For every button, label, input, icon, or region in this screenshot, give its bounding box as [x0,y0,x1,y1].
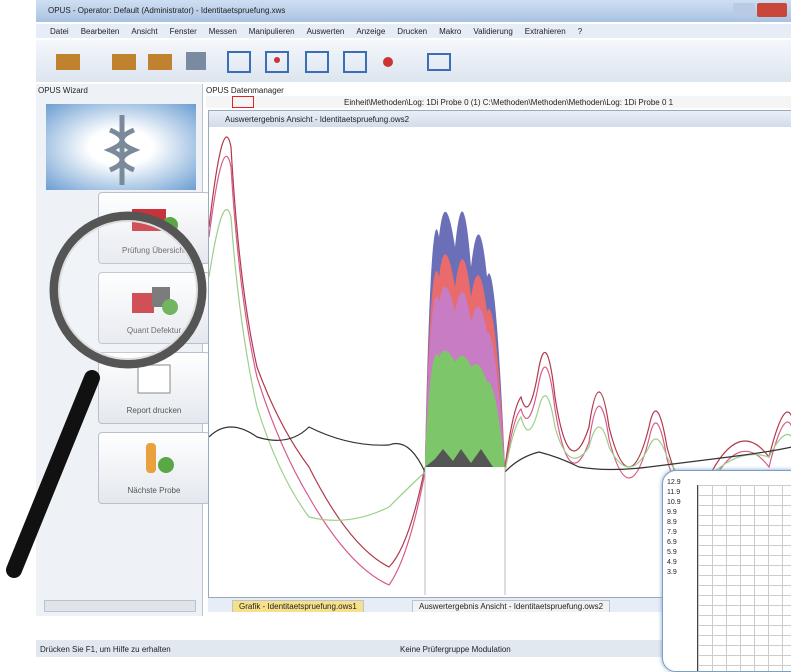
app-screen: OPUS - Operator: Default (Administrator)… [0,0,791,657]
menu-item[interactable]: ? [578,27,582,36]
menu-item[interactable]: Auswerten [307,27,345,36]
y-axis-label: 3.9 [667,569,677,576]
y-axis-label: 7.9 [667,529,677,536]
inset-grid [697,485,791,672]
magnifier-lens [54,216,202,364]
peak-fill [425,211,505,467]
inset-panel: 12.9 11.9 10.9 9.9 8.9 7.9 6.9 5.9 4.9 3.9 [662,470,791,672]
y-axis-label: 4.9 [667,559,677,566]
menu-item[interactable]: Manipulieren [249,27,295,36]
file-path: Einheit\Methoden\Log: 1Di Probe 0 (1) C:… [344,98,673,107]
tab[interactable]: Grafik - Identitaetspruefung.ows1 [232,600,364,612]
menu-item[interactable]: Validierung [473,27,512,36]
tab[interactable]: Auswertergebnis Ansicht - Identitaetspru… [412,600,610,612]
y-axis-label: 8.9 [667,519,677,526]
close-button[interactable] [757,3,787,17]
magnifier [0,0,240,657]
y-axis-label: 9.9 [667,509,677,516]
y-axis-label: 5.9 [667,549,677,556]
path-bar: Einheit\Methoden\Log: 1Di Probe 0 (1) C:… [206,96,791,108]
menu-item[interactable]: Drucken [397,27,427,36]
y-axis-label: 11.9 [667,489,680,496]
view-title: Auswertergebnis Ansicht - Identitaetspru… [225,115,409,124]
max-button[interactable] [733,3,755,17]
y-axis-label: 6.9 [667,539,677,546]
magnifier-handle [14,378,92,570]
y-axis-label: 12.9 [667,479,681,486]
menu-item[interactable]: Makro [439,27,461,36]
menu-item[interactable]: Extrahieren [525,27,566,36]
menu-item[interactable]: Anzeige [356,27,385,36]
y-axis-label: 10.9 [667,499,681,506]
status-text: Keine Prüfergruppe Modulation [400,645,511,654]
view-title-bar: Auswertergebnis Ansicht - Identitaetspru… [209,111,791,127]
